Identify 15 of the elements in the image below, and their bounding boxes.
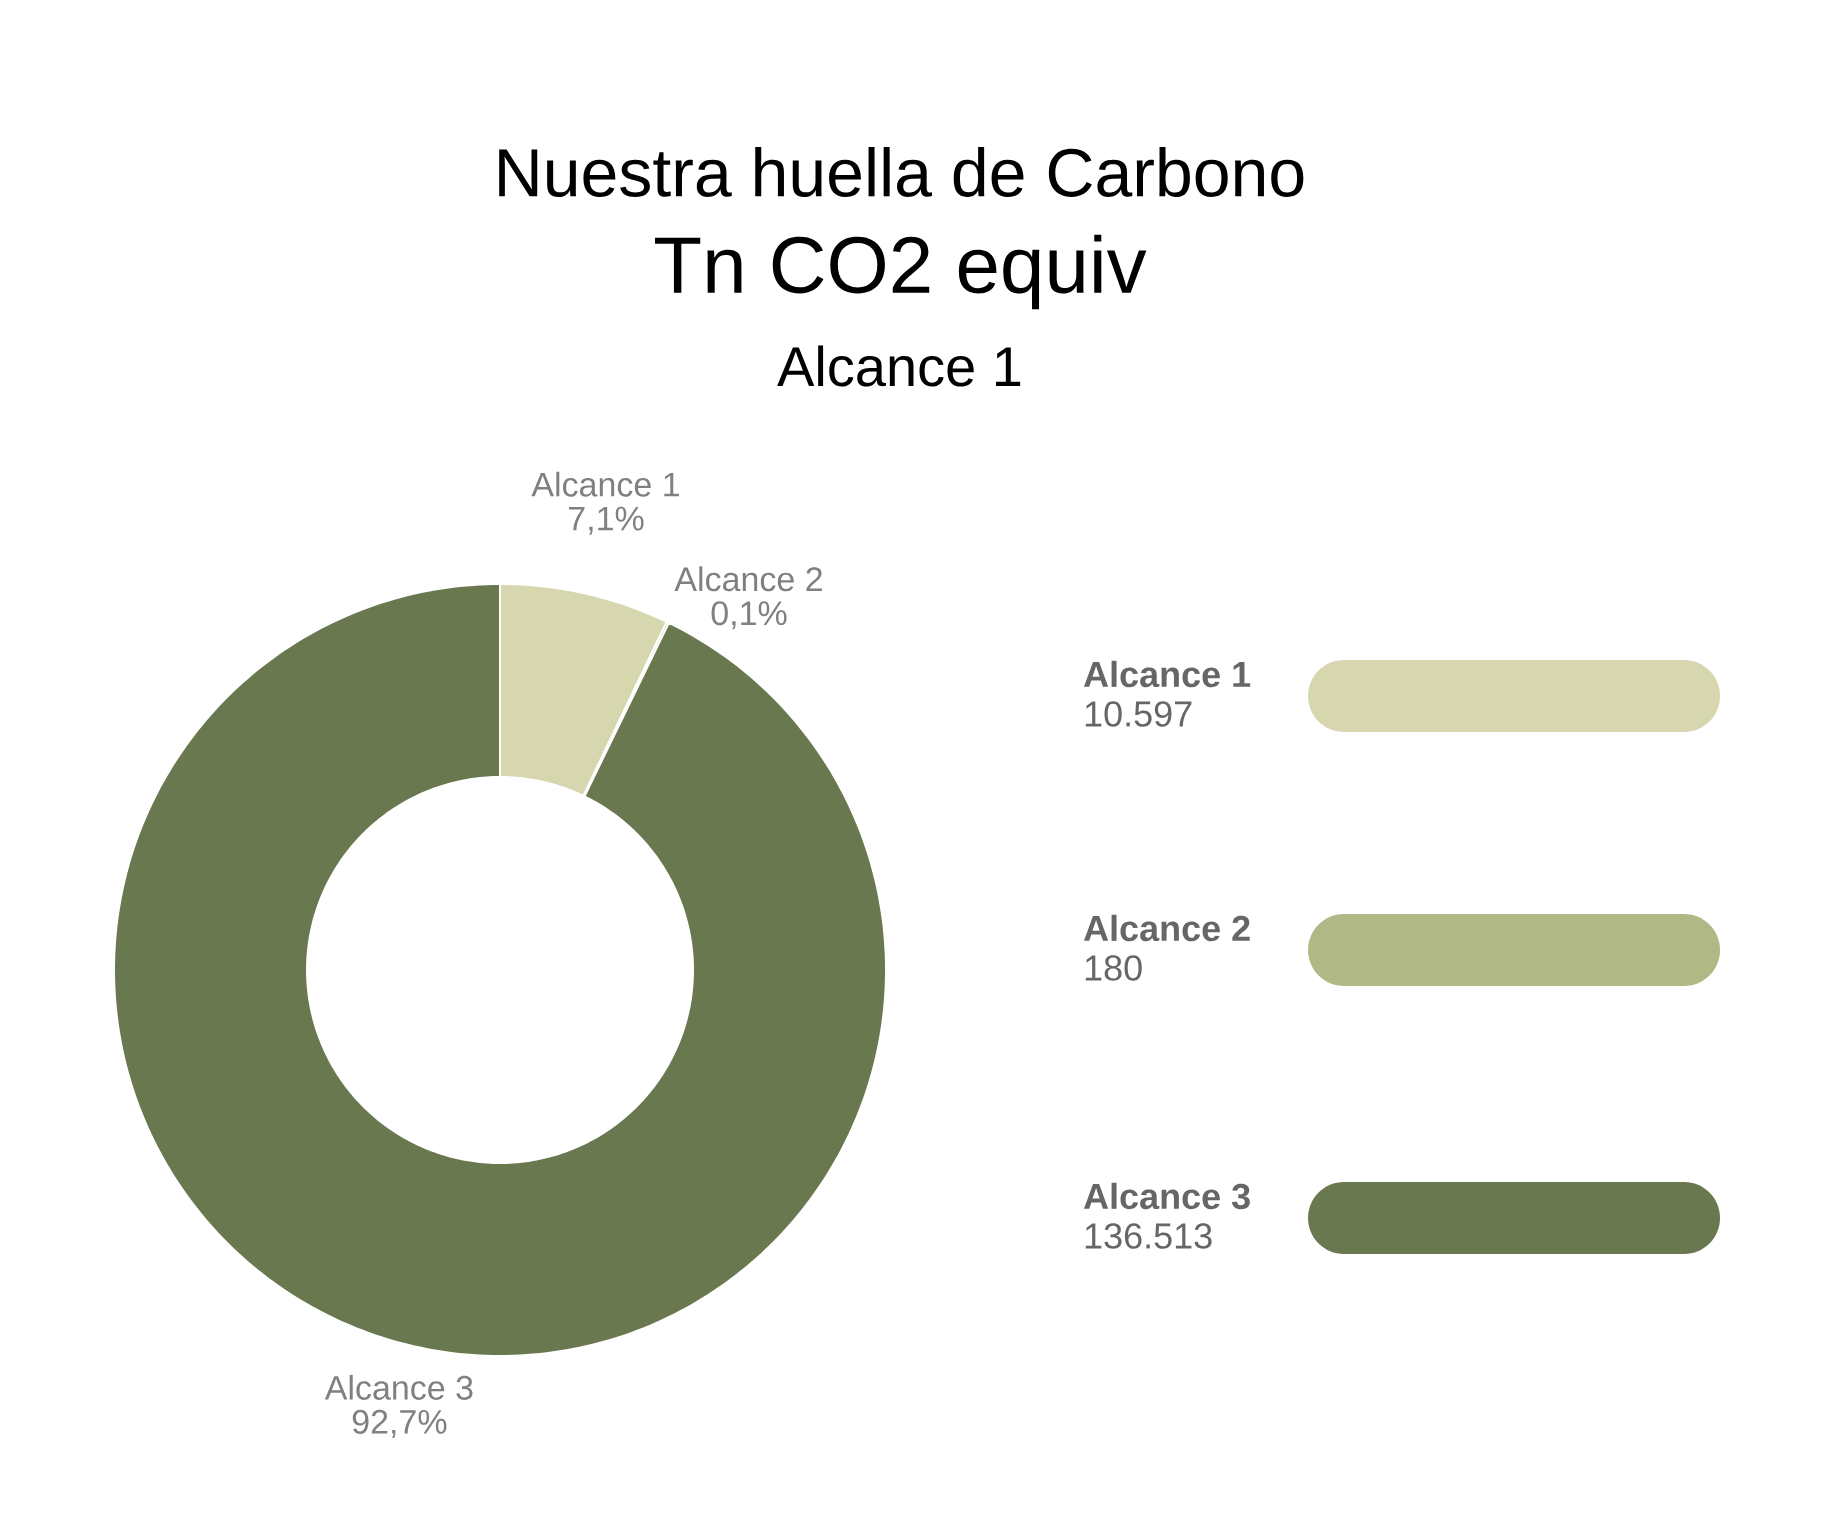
- category-label: Alcance 2: [1083, 914, 1250, 942]
- text: 180: [1085, 955, 1142, 981]
- data-label: 7,1%: [569, 506, 644, 535]
- data-label: 92,7%: [352, 1409, 447, 1438]
- text: 136.513: [1085, 1223, 1212, 1249]
- text: Alcance 1: [777, 345, 1021, 387]
- slice-label: Alcance 2: [674, 566, 822, 592]
- category-label: Alcance 1: [1083, 660, 1251, 688]
- slice-label: Alcance 3: [1083, 1182, 1250, 1210]
- slice-label: Alcance 3: [324, 1374, 473, 1400]
- slice-label: Alcance 1: [531, 471, 679, 497]
- chart-title: Nuestra huella de Carbono: [499, 147, 1304, 197]
- chart-subtitle: Tn CO2 equiv: [655, 234, 1147, 310]
- data-label: 0,1%: [711, 601, 787, 630]
- text: 10.597: [1085, 701, 1192, 727]
